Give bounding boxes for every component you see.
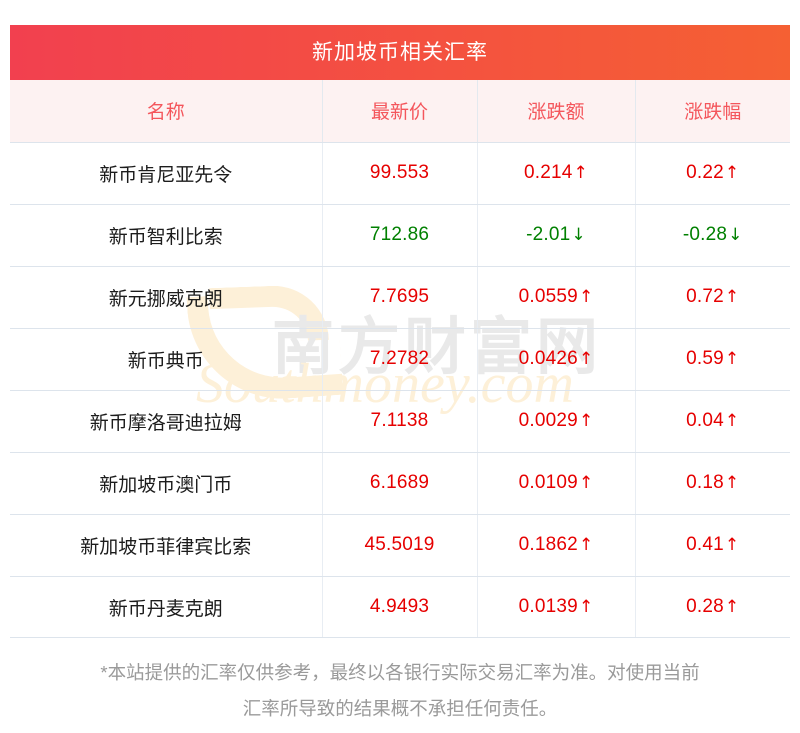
cell-change-percent: 0.41↑ bbox=[635, 514, 790, 577]
arrow-up-icon: ↑ bbox=[578, 535, 594, 555]
cell-currency-name[interactable]: 新币典币 bbox=[10, 328, 323, 391]
cell-change-amount: 0.0029↑ bbox=[477, 390, 636, 453]
table-row[interactable]: 新加坡币澳门币 6.1689 0.0109↑ 0.18↑ bbox=[10, 452, 790, 515]
table-row[interactable]: 新币摩洛哥迪拉姆 7.1138 0.0029↑ 0.04↑ bbox=[10, 390, 790, 453]
arrow-up-icon: ↑ bbox=[724, 473, 740, 493]
arrow-up-icon: ↑ bbox=[724, 411, 740, 431]
cell-currency-name[interactable]: 新币丹麦克朗 bbox=[10, 576, 323, 638]
arrow-up-icon: ↑ bbox=[573, 163, 588, 183]
arrow-up-icon: ↑ bbox=[578, 597, 594, 618]
column-header-change[interactable]: 涨跌额 bbox=[477, 80, 636, 143]
table-row[interactable]: 新元挪威克朗 7.7695 0.0559↑ 0.72↑ bbox=[10, 266, 790, 329]
cell-currency-name[interactable]: 新币肯尼亚先令 bbox=[10, 142, 323, 205]
cell-change-amount: -2.01↓ bbox=[477, 204, 636, 267]
arrow-down-icon: ↓ bbox=[728, 225, 743, 245]
table-row[interactable]: 新币肯尼亚先令 99.553 0.214↑ 0.22↑ bbox=[10, 142, 790, 205]
cell-latest-price: 7.1138 bbox=[322, 390, 478, 453]
page-title: 新加坡币相关汇率 bbox=[10, 25, 790, 80]
table-row[interactable]: 新币丹麦克朗 4.9493 0.0139↑ 0.28↑ bbox=[10, 576, 790, 638]
table-header-row: 名称 最新价 涨跌额 涨跌幅 bbox=[10, 80, 790, 143]
disclaimer-note: *本站提供的汇率仅供参考，最终以各银行实际交易汇率为准。对使用当前 汇率所导致的… bbox=[10, 637, 790, 727]
cell-change-percent: 0.04↑ bbox=[635, 390, 790, 453]
table-row[interactable]: 新币典币 7.2782 0.0426↑ 0.59↑ bbox=[10, 328, 790, 391]
cell-change-amount: 0.214↑ bbox=[477, 142, 636, 205]
cell-latest-price: 6.1689 bbox=[322, 452, 478, 515]
table-row[interactable]: 新加坡币菲律宾比索 45.5019 0.1862↑ 0.41↑ bbox=[10, 514, 790, 577]
arrow-up-icon: ↑ bbox=[724, 163, 740, 183]
cell-change-percent: -0.28↓ bbox=[635, 204, 790, 267]
cell-currency-name[interactable]: 新币智利比索 bbox=[10, 204, 323, 267]
column-header-price[interactable]: 最新价 bbox=[322, 80, 478, 143]
disclaimer-line-2: 汇率所导致的结果概不承担任何责任。 bbox=[242, 698, 558, 719]
arrow-up-icon: ↑ bbox=[724, 287, 740, 307]
cell-currency-name[interactable]: 新元挪威克朗 bbox=[10, 266, 323, 329]
arrow-up-icon: ↑ bbox=[724, 349, 740, 369]
arrow-up-icon: ↑ bbox=[724, 597, 740, 618]
arrow-up-icon: ↑ bbox=[578, 287, 594, 307]
arrow-down-icon: ↓ bbox=[571, 225, 586, 245]
cell-change-percent: 0.59↑ bbox=[635, 328, 790, 391]
table-row[interactable]: 新币智利比索 712.86 -2.01↓ -0.28↓ bbox=[10, 204, 790, 267]
cell-change-amount: 0.0139↑ bbox=[477, 576, 636, 638]
arrow-up-icon: ↑ bbox=[578, 411, 594, 431]
cell-change-percent: 0.72↑ bbox=[635, 266, 790, 329]
column-header-percent[interactable]: 涨跌幅 bbox=[635, 80, 790, 143]
cell-change-percent: 0.28↑ bbox=[686, 596, 740, 618]
cell-latest-price: 7.2782 bbox=[322, 328, 478, 391]
cell-currency-name[interactable]: 新加坡币澳门币 bbox=[10, 452, 323, 515]
rates-table: 名称 最新价 涨跌额 涨跌幅 新币肯尼亚先令 99.553 0.214↑ 0.22↑ 新… bbox=[10, 80, 790, 638]
cell-change-percent: 0.22↑ bbox=[635, 142, 790, 205]
cell-currency-name[interactable]: 新币摩洛哥迪拉姆 bbox=[10, 390, 323, 453]
cell-change-amount: 0.0559↑ bbox=[477, 266, 636, 329]
arrow-up-icon: ↑ bbox=[578, 349, 594, 369]
rates-table-container: 新加坡币相关汇率 名称 最新价 涨跌额 涨跌幅 新币肯尼亚先令 99.553 0.2… bbox=[10, 25, 790, 638]
cell-currency-name[interactable]: 新加坡币菲律宾比索 bbox=[10, 514, 323, 577]
cell-latest-price: 45.5019 bbox=[322, 514, 478, 577]
arrow-up-icon: ↑ bbox=[578, 473, 594, 493]
cell-latest-price: 99.553 bbox=[322, 142, 478, 205]
cell-change-amount: 0.1862↑ bbox=[477, 514, 636, 577]
disclaimer-line-1: *本站提供的汇率仅供参考，最终以各银行实际交易汇率为准。对使用当前 bbox=[100, 662, 700, 683]
cell-latest-price: 4.9493 bbox=[322, 576, 478, 638]
cell-change-percent: 0.18↑ bbox=[635, 452, 790, 515]
cell-latest-price: 7.7695 bbox=[322, 266, 478, 329]
cell-change-amount: 0.0426↑ bbox=[477, 328, 636, 391]
cell-change-amount: 0.0109↑ bbox=[477, 452, 636, 515]
cell-latest-price: 712.86 bbox=[322, 204, 478, 267]
column-header-name[interactable]: 名称 bbox=[10, 80, 323, 143]
table-body: 新币肯尼亚先令 99.553 0.214↑ 0.22↑ 新币智利比索 712.86 -2.0… bbox=[10, 142, 790, 638]
arrow-up-icon: ↑ bbox=[724, 535, 740, 555]
